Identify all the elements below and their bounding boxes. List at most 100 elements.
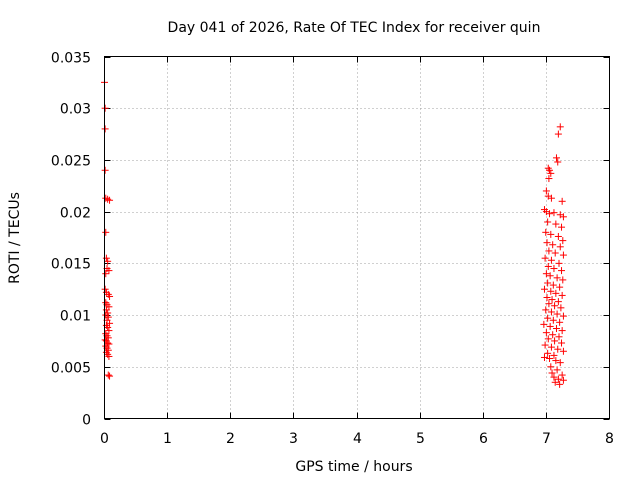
grid-lines [104, 56, 610, 419]
data-point [104, 313, 112, 321]
data-point [556, 123, 564, 131]
data-point [544, 349, 552, 357]
data-point [552, 154, 560, 162]
data-point [550, 265, 558, 273]
data-point [104, 323, 112, 331]
data-point [543, 293, 551, 301]
plot-frame [104, 56, 610, 419]
data-point [551, 249, 559, 257]
data-point [558, 339, 566, 347]
data-point [554, 130, 562, 138]
data-point [547, 256, 555, 264]
data-point [101, 285, 109, 293]
data-point [544, 314, 552, 322]
data-point [546, 355, 554, 363]
data-point [556, 243, 564, 251]
data-point [545, 247, 553, 255]
data-point [551, 378, 559, 386]
chart-title: Day 041 of 2026, Rate Of TEC Index for r… [168, 20, 541, 36]
x-tick-label: 6 [479, 431, 488, 447]
data-point [547, 363, 555, 371]
data-point [542, 270, 550, 278]
data-point [557, 304, 565, 312]
data-point [104, 371, 112, 379]
data-point [548, 369, 556, 377]
data-point [554, 232, 562, 240]
data-point [556, 359, 564, 367]
y-tick-labels: 0 0.005 0.01 0.015 0.02 0.025 0.03 0.035 [51, 51, 91, 429]
data-point [547, 230, 555, 238]
data-point [101, 125, 109, 133]
data-point [559, 376, 567, 384]
x-tick-label: 2 [226, 431, 235, 447]
data-point [104, 257, 112, 265]
data-point [550, 209, 558, 217]
data-point [541, 254, 549, 262]
data-point [559, 213, 567, 221]
y-tick-label: 0.01 [60, 309, 91, 325]
data-point [559, 347, 567, 355]
data-point [106, 196, 114, 204]
y-tick-label: 0.02 [60, 206, 91, 222]
data-point [542, 329, 550, 337]
data-point [553, 366, 561, 374]
data-point [101, 104, 109, 112]
x-axis-title: GPS time / hours [295, 459, 412, 475]
data-point [552, 220, 560, 228]
y-tick-label: 0.005 [51, 361, 91, 377]
data-point [547, 343, 555, 351]
data-point [540, 353, 548, 361]
data-point [555, 333, 563, 341]
x-tick-label: 1 [163, 431, 172, 447]
data-point [540, 285, 548, 293]
data-point [554, 345, 562, 353]
data-point [546, 166, 554, 174]
x-tick-label: 4 [353, 431, 362, 447]
data-point [542, 228, 550, 236]
data-point [549, 331, 557, 339]
data-point [101, 166, 109, 174]
data-point [105, 352, 113, 360]
data-point [546, 322, 554, 330]
data-point [558, 327, 566, 335]
data-point [547, 169, 555, 177]
data-point [550, 351, 558, 359]
data-point [551, 337, 559, 345]
data-point [546, 210, 554, 218]
data-point [558, 267, 566, 275]
data-point [545, 300, 553, 308]
data-point [545, 175, 553, 183]
data-points [101, 78, 567, 388]
x-tick-labels: 0 1 2 3 4 5 6 7 8 [100, 431, 614, 447]
data-point [544, 335, 552, 343]
data-point [558, 291, 566, 299]
data-point [549, 316, 557, 324]
data-point [546, 272, 554, 280]
data-point [558, 371, 566, 379]
x-tick-label: 8 [605, 431, 614, 447]
data-point [552, 325, 560, 333]
y-axis-title: ROTI / TECUs [7, 192, 23, 284]
data-point [105, 267, 113, 275]
data-point [558, 223, 566, 231]
data-point [548, 296, 556, 304]
y-tick-label: 0.035 [51, 51, 91, 67]
data-point [544, 262, 552, 270]
data-point [554, 158, 562, 166]
data-point [559, 276, 567, 284]
data-point [553, 310, 561, 318]
data-point [559, 312, 567, 320]
data-point [554, 375, 562, 383]
data-point [549, 281, 557, 289]
data-point [105, 327, 113, 335]
data-point [552, 357, 560, 365]
x-tick-label: 5 [416, 431, 425, 447]
data-point [543, 239, 551, 247]
data-point [552, 289, 560, 297]
data-point [556, 283, 564, 291]
data-point [547, 194, 555, 202]
data-point [102, 270, 110, 278]
data-point [542, 187, 550, 195]
data-point [559, 251, 567, 259]
